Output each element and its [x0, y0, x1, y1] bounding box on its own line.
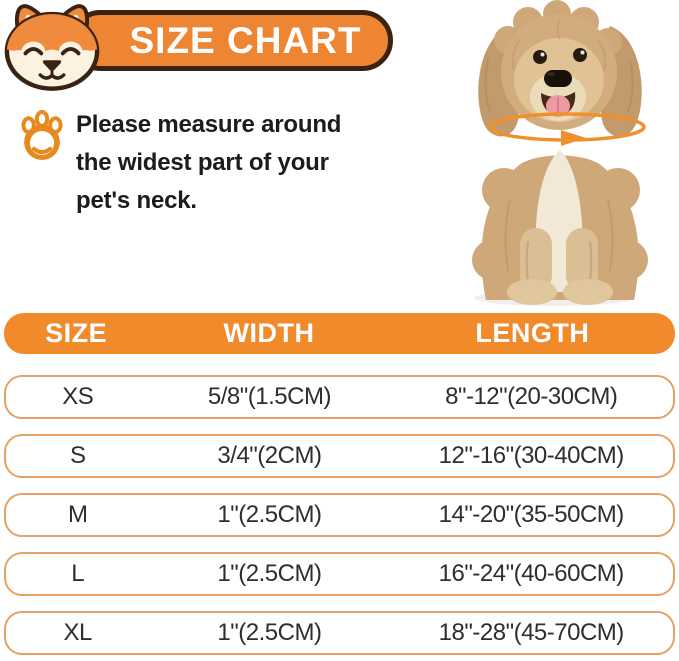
- cell-width: 1"(2.5CM): [217, 560, 322, 587]
- column-header-length: LENGTH: [475, 318, 590, 348]
- cell-width: 5/8"(1.5CM): [207, 383, 332, 410]
- column-header-width: WIDTH: [223, 318, 315, 348]
- puppy-photo: [472, 0, 648, 306]
- measurement-arrow-icon: [561, 130, 586, 146]
- cell-size: S: [69, 442, 86, 469]
- table-row-xs: XS 5/8"(1.5CM) 8"-12"(20-30CM): [4, 375, 675, 419]
- cell-width: 1"(2.5CM): [217, 619, 322, 646]
- neck-measurement-ellipse: [488, 112, 646, 146]
- cell-length: 14"-20"(35-50CM): [438, 501, 625, 528]
- table-row-s: S 3/4"(2CM) 12"-16"(30-40CM): [4, 434, 675, 478]
- size-table-header: SIZE WIDTH LENGTH: [4, 313, 675, 354]
- cell-size: M: [67, 501, 88, 528]
- cell-size: L: [71, 560, 85, 587]
- table-row-xl: XL 1"(2.5CM) 18"-28"(45-70CM): [4, 611, 675, 655]
- cell-length: 16"-24"(40-60CM): [438, 560, 625, 587]
- column-header-size: SIZE: [45, 318, 108, 348]
- cell-length: 18"-28"(45-70CM): [438, 619, 625, 646]
- cell-size: XL: [63, 619, 93, 646]
- measure-instruction: Please measure around the widest part of…: [76, 111, 342, 214]
- cell-width: 3/4"(2CM): [217, 442, 322, 469]
- cell-width: 1"(2.5CM): [217, 501, 322, 528]
- shiba-dog-face-icon: [4, 4, 100, 91]
- page-title: SIZE CHART: [129, 19, 362, 61]
- size-chart-banner: SIZE CHART: [70, 10, 393, 71]
- cell-length: 12"-16"(30-40CM): [438, 442, 625, 469]
- table-row-l: L 1"(2.5CM) 16"-24"(40-60CM): [4, 552, 675, 596]
- cell-length: 8"-12"(20-30CM): [445, 383, 618, 410]
- table-row-m: M 1"(2.5CM) 14"-20"(35-50CM): [4, 493, 675, 537]
- paw-icon: [21, 110, 63, 160]
- cell-size: XS: [62, 383, 94, 410]
